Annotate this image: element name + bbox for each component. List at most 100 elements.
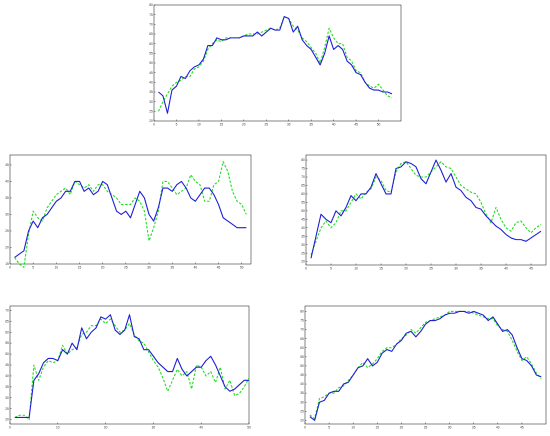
x-tick-label: 50 — [247, 426, 251, 430]
y-tick-label: 55 — [5, 341, 9, 345]
y-tick-label: 60 — [300, 346, 304, 350]
chart-5: 0 5 10 15 20 25 30 35 40 45 20 25 30 35 40 45 50 55 60 65 70… — [300, 305, 547, 430]
x-tick-label: 15 — [379, 267, 383, 271]
x-tick-label: 0 — [304, 426, 306, 430]
y-tick-label: 30 — [301, 243, 305, 247]
y-tick-label: 50 — [300, 364, 304, 368]
y-tick-label: 65 — [5, 319, 9, 323]
y-tick-label: 35 — [149, 90, 153, 94]
x-tick-label: 10 — [351, 426, 355, 430]
x-tick-label: 20 — [104, 426, 108, 430]
y-tick-label: 75 — [300, 319, 304, 323]
y-tick-label: 25 — [300, 409, 304, 413]
x-tick-label: 10 — [55, 266, 59, 270]
y-tick-label: 45 — [300, 373, 304, 377]
y-tick-label: 25 — [301, 251, 305, 255]
y-tick-label: 30 — [5, 396, 9, 400]
series-predicted-line — [309, 310, 542, 420]
x-tick-label: 25 — [429, 267, 433, 271]
x-tick-label: 25 — [264, 123, 268, 127]
x-tick-label: 10 — [354, 267, 358, 271]
series-actual-line — [14, 314, 249, 418]
y-tick-label: 80 — [149, 3, 153, 7]
x-tick-label: 0 — [9, 266, 11, 270]
y-tick-label: 50 — [149, 61, 153, 65]
x-tick-label: 35 — [170, 266, 174, 270]
y-tick-label: 40 — [5, 180, 9, 184]
y-tick-label: 60 — [5, 330, 9, 334]
y-tick-label: 65 — [301, 184, 305, 188]
y-tick-label: 70 — [5, 308, 9, 312]
y-tick-label: 30 — [5, 213, 9, 217]
x-tick-label: 20 — [404, 267, 408, 271]
y-tick-label: 40 — [300, 382, 304, 386]
x-tick-label: 15 — [78, 266, 82, 270]
y-tick-label: 25 — [149, 109, 153, 113]
chart-panel-5: 0 5 10 15 20 25 30 35 40 45 20 25 30 35 40 45 50 55 60 65 70… — [297, 303, 548, 431]
y-tick-label: 65 — [149, 32, 153, 36]
y-tick-label: 45 — [5, 363, 9, 367]
x-tick-label: 30 — [287, 123, 291, 127]
series-actual-line — [310, 159, 542, 259]
y-tick-label: 55 — [301, 200, 305, 204]
x-tick-label: 45 — [529, 267, 533, 271]
x-tick-label: 35 — [472, 426, 476, 430]
y-tick-label: 80 — [301, 158, 305, 162]
y-tick-label: 35 — [5, 196, 9, 200]
y-tick-label: 60 — [301, 192, 305, 196]
y-tick-label: 55 — [149, 51, 153, 55]
x-tick-label: 30 — [448, 426, 452, 430]
x-tick-label: 45 — [520, 426, 524, 430]
chart-1: 0 5 10 15 20 25 30 35 40 45 50 20 25 30 35 40 45 50 55 60 65… — [149, 3, 402, 127]
x-tick-label: 40 — [194, 266, 198, 270]
y-tick-label: 15 — [5, 262, 9, 266]
x-tick-label: 45 — [217, 266, 221, 270]
x-tick-label: 0 — [153, 123, 155, 127]
y-tick-label: 45 — [5, 163, 9, 167]
x-tick-label: 30 — [152, 426, 156, 430]
x-tick-label: 25 — [424, 426, 428, 430]
x-tick-label: 20 — [242, 123, 246, 127]
series-predicted-line — [157, 16, 393, 112]
y-tick-label: 35 — [300, 391, 304, 395]
y-tick-label: 50 — [301, 209, 305, 213]
y-tick-label: 65 — [300, 337, 304, 341]
y-tick-label: 20 — [301, 260, 305, 264]
series-actual-line — [158, 16, 393, 114]
y-tick-label: 30 — [300, 400, 304, 404]
y-tick-label: 20 — [5, 418, 9, 422]
x-tick-label: 30 — [454, 267, 458, 271]
y-tick-label: 40 — [301, 226, 305, 230]
y-tick-label: 70 — [149, 22, 153, 26]
series-actual-line — [309, 310, 542, 421]
series-actual-line — [14, 180, 247, 258]
x-tick-label: 15 — [220, 123, 224, 127]
x-tick-label: 20 — [101, 266, 105, 270]
series-predicted-line — [310, 161, 542, 256]
x-tick-label: 40 — [199, 426, 203, 430]
chart-panel-3: 0 5 10 15 20 25 30 35 40 45 20 25 30 35 40 45 50 55 60 65 70… — [298, 152, 548, 272]
x-tick-label: 40 — [496, 426, 500, 430]
series-predicted-line — [14, 161, 247, 268]
y-tick-label: 45 — [301, 217, 305, 221]
x-tick-label: 5 — [330, 267, 332, 271]
x-tick-label: 10 — [197, 123, 201, 127]
y-tick-label: 60 — [149, 42, 153, 46]
plot-frame — [9, 154, 252, 265]
x-tick-label: 35 — [309, 123, 313, 127]
x-tick-label: 25 — [124, 266, 128, 270]
x-tick-label: 40 — [504, 267, 508, 271]
y-tick-label: 80 — [300, 310, 304, 314]
x-tick-label: 20 — [400, 426, 404, 430]
x-tick-label: 35 — [479, 267, 483, 271]
x-tick-label: 50 — [377, 123, 381, 127]
x-tick-label: 40 — [332, 123, 336, 127]
y-tick-label: 55 — [300, 355, 304, 359]
x-tick-label: 45 — [354, 123, 358, 127]
y-tick-label: 25 — [5, 407, 9, 411]
x-tick-label: 5 — [176, 123, 178, 127]
y-tick-label: 45 — [149, 71, 153, 75]
chart-4: 0 10 20 30 40 50 20 25 30 35 40 45 50 55 60 65 70 — [5, 305, 251, 430]
y-tick-label: 40 — [5, 374, 9, 378]
y-tick-label: 75 — [301, 167, 305, 171]
